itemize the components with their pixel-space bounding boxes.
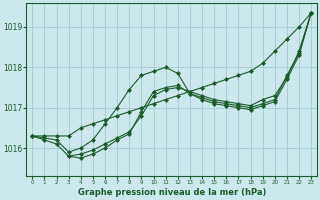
X-axis label: Graphe pression niveau de la mer (hPa): Graphe pression niveau de la mer (hPa) [77, 188, 266, 197]
